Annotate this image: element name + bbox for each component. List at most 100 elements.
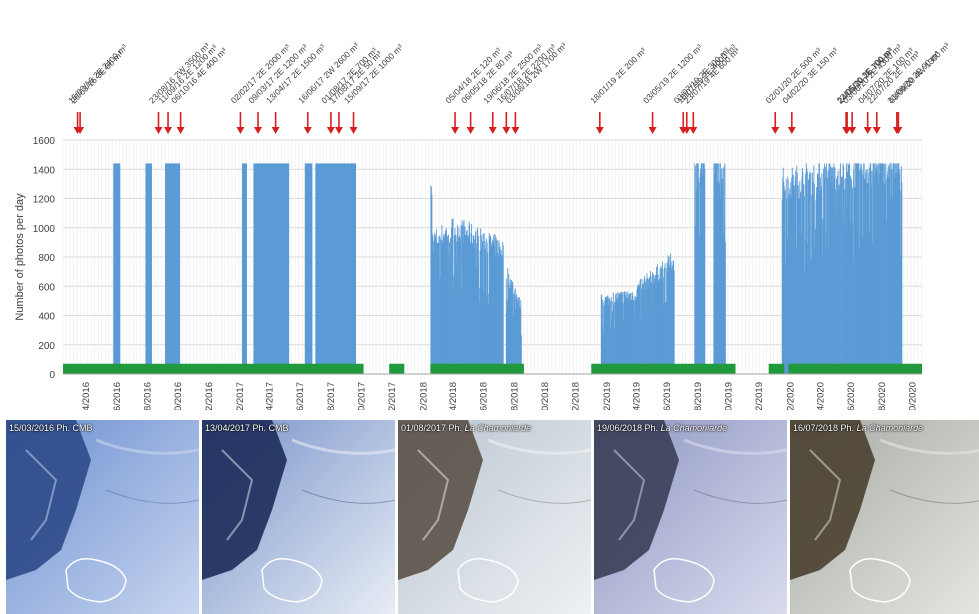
photo-bar-day	[699, 168, 701, 374]
photo-bar-day	[622, 320, 624, 374]
photo-bar-day	[487, 252, 489, 374]
photo-bar-day	[435, 229, 437, 374]
photo-bar-day	[642, 284, 643, 374]
photo-bar-day	[621, 292, 623, 374]
photo-bar-day	[814, 229, 816, 374]
photo-bar-block	[304, 163, 313, 374]
photo-bar-day	[810, 260, 812, 374]
photo-bar-day	[453, 287, 454, 374]
photo-bar-day	[456, 265, 457, 374]
photo-bar-day	[651, 305, 653, 374]
photo-bar-day	[446, 235, 448, 374]
photo-bar-day	[893, 163, 895, 374]
x-tick-label: 08/2018	[509, 382, 520, 410]
photo-bar-day	[633, 300, 635, 374]
x-tick-label: 06/2019	[662, 382, 673, 410]
photo-bar-day	[715, 164, 717, 374]
photo-bar-day	[811, 172, 813, 374]
photo-bar-day	[724, 241, 726, 374]
photo-bar-day	[470, 233, 472, 374]
x-tick-label: 10/2019	[723, 382, 734, 410]
photo-bar-day	[835, 189, 836, 374]
photo-bar-day	[493, 234, 495, 374]
event-arrow-head	[863, 127, 872, 134]
photo-bar-day	[610, 301, 612, 374]
photo-bar-day	[842, 176, 843, 374]
photo-bar-day	[497, 252, 499, 374]
photo-bar-day	[846, 172, 848, 374]
photo-bar-day	[825, 163, 827, 374]
photo-bar-day	[702, 163, 704, 374]
photo-bar-day	[466, 229, 468, 374]
photo-bar-day	[495, 255, 497, 374]
photo-bar-day	[865, 172, 867, 374]
photo-bar-day	[476, 229, 478, 374]
photo-bar-day	[874, 163, 876, 374]
event-arrow-head	[451, 127, 460, 134]
photo-bar-day	[851, 178, 853, 374]
photo-bar-day	[790, 182, 792, 374]
photo-bar-day	[633, 316, 635, 374]
photo-bar-day	[701, 175, 703, 374]
photo-bar-day	[639, 285, 640, 374]
photo-bar-day	[857, 163, 859, 374]
photo-bar-day	[624, 295, 626, 374]
photo-bar-day	[715, 163, 717, 374]
photo-bar-day	[786, 199, 788, 374]
photo-bar-day	[648, 287, 650, 374]
photo-bar-day	[897, 163, 899, 374]
photo-bar-day	[801, 178, 803, 374]
photo-bar-day	[468, 238, 470, 374]
photo-bar-day	[702, 163, 704, 374]
photo-bar-day	[513, 294, 515, 374]
photo-bar-day	[840, 183, 842, 374]
photo-bar-day	[786, 238, 788, 374]
photo-bar-day	[450, 237, 451, 374]
photo-bar-day	[463, 222, 464, 374]
photo-bar-day	[625, 297, 627, 374]
photo-bar-day	[485, 248, 487, 374]
photo-bar-block	[113, 163, 121, 374]
photo-bar-day	[435, 237, 437, 374]
photo-bar-day	[608, 298, 610, 374]
x-tick-label: 04/2020	[815, 382, 826, 410]
photo-bar-day	[649, 282, 651, 374]
photo-bar-day	[782, 178, 784, 374]
photo-bar-day	[863, 163, 865, 374]
photo-bar-day	[604, 300, 606, 374]
photo-bar-day	[654, 276, 656, 374]
photo-bar-day	[437, 242, 439, 374]
photo-bar-day	[432, 236, 434, 374]
photo-bar-day	[793, 185, 795, 374]
photo-bar-day	[655, 275, 657, 374]
photo-bar-day	[887, 170, 889, 374]
photo-bar-day	[501, 255, 503, 374]
photo-bar-day	[462, 226, 463, 374]
photo-bar-day	[870, 185, 872, 374]
photo-bar-day	[514, 288, 516, 374]
photo-bar-day	[807, 243, 809, 374]
photo-bar-day	[806, 168, 808, 374]
coverage-bar	[430, 363, 524, 374]
photo-bar-day	[799, 192, 801, 374]
photo-bar-day	[471, 243, 473, 374]
photo-bar-day	[865, 169, 867, 374]
photo-bar-day	[619, 294, 621, 374]
photo-bar-day	[844, 189, 846, 374]
coverage-bar	[591, 363, 736, 374]
photo-bar-day	[837, 170, 839, 374]
photo-bar-day	[844, 226, 845, 374]
photo-bar-day	[472, 243, 474, 374]
photo-bar-day	[501, 255, 503, 374]
photo-bar-day	[848, 165, 850, 374]
photo-bar-day	[660, 265, 662, 374]
photo-bar-day	[891, 196, 893, 374]
photo-bar-day	[869, 232, 871, 374]
photo-bar-day	[866, 169, 868, 374]
photo-bar-day	[500, 250, 502, 374]
photo-bar-day	[812, 181, 814, 374]
photo-bar-day	[516, 294, 518, 374]
photo-bar-day	[862, 236, 864, 374]
photo-bar-day	[861, 164, 863, 374]
photo-bar-day	[877, 165, 879, 374]
